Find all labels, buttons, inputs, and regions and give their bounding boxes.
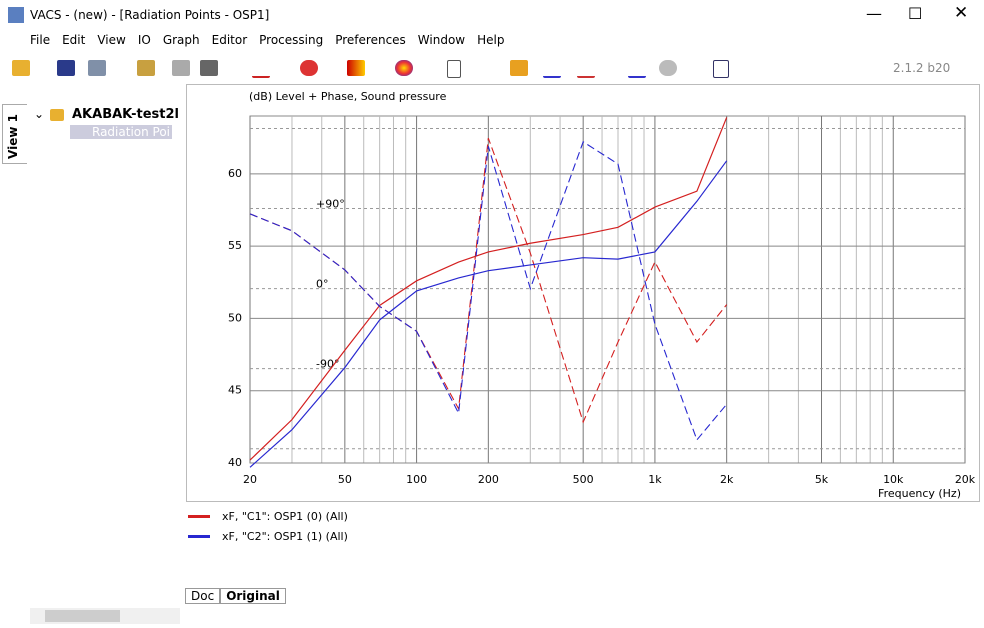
y-tick-label: 45 bbox=[228, 384, 242, 397]
y-tick-label: 40 bbox=[228, 456, 242, 469]
maximize[interactable]: ☐ bbox=[908, 4, 923, 23]
tab[interactable]: Doc bbox=[185, 588, 221, 604]
print-button[interactable] bbox=[88, 60, 106, 76]
expander[interactable]: ⌄ bbox=[34, 107, 45, 121]
map-button[interactable] bbox=[347, 60, 365, 76]
close[interactable]: ✕ bbox=[954, 3, 969, 23]
graph-button[interactable] bbox=[252, 60, 270, 78]
legend-label: xF, "C2": OSP1 (1) (All) bbox=[222, 529, 348, 543]
toolbar: 2.1.2 b20 bbox=[0, 54, 984, 82]
x-tick-label: 20k bbox=[955, 473, 976, 486]
minimize[interactable]: — bbox=[866, 4, 882, 23]
save-button[interactable] bbox=[57, 60, 75, 76]
tool-button[interactable] bbox=[172, 60, 190, 76]
legend-label: xF, "C1": OSP1 (0) (All) bbox=[222, 509, 348, 523]
tool-button[interactable] bbox=[510, 60, 528, 76]
y2-tick-label: -90° bbox=[316, 358, 339, 371]
scrollbar[interactable] bbox=[30, 608, 180, 624]
y-tick-label: 60 bbox=[228, 167, 242, 180]
menu-item[interactable]: File bbox=[30, 33, 51, 47]
x-tick-label: 200 bbox=[478, 473, 499, 486]
polar-button[interactable] bbox=[300, 60, 318, 76]
app-icon bbox=[8, 7, 24, 23]
y2-tick-label: 0° bbox=[316, 278, 329, 291]
chart-panel: (dB) Level + Phase, Sound pressure 20 50 10… bbox=[186, 84, 980, 502]
y-tick-label: 55 bbox=[228, 239, 242, 252]
legend-swatch bbox=[188, 514, 210, 518]
menu-bar: File Edit View IO Graph Editor Processing Prefe… bbox=[30, 33, 516, 47]
tool-button[interactable] bbox=[577, 60, 595, 78]
version: 2.1.2 b20 bbox=[893, 61, 951, 75]
balloon-button[interactable] bbox=[395, 60, 413, 76]
phase-line bbox=[249, 140, 728, 441]
x-tick-label: 2k bbox=[720, 473, 734, 486]
title-bar: VACS - (new) - [Radiation Points - OSP1]… bbox=[0, 0, 984, 30]
menu-item[interactable]: View bbox=[97, 33, 126, 47]
open-button[interactable] bbox=[12, 60, 30, 76]
folder-icon bbox=[50, 109, 64, 121]
legend-entry: xF, "C1": OSP1 (0) (All) bbox=[188, 506, 348, 526]
grid-button[interactable] bbox=[713, 60, 729, 78]
legend: xF, "C1": OSP1 (0) (All) xF, "C2": OSP1 (… bbox=[188, 506, 348, 546]
menu-item[interactable]: IO bbox=[137, 33, 151, 47]
tool-button[interactable] bbox=[628, 60, 646, 78]
menu-item[interactable]: Processing bbox=[259, 33, 324, 47]
x-tick-label: 10k bbox=[883, 473, 904, 486]
x-tick-label: 1k bbox=[648, 473, 662, 486]
menu-item[interactable]: Preferences bbox=[335, 33, 406, 47]
x-tick-label: 500 bbox=[573, 473, 594, 486]
tree-item[interactable]: Radiation Poi bbox=[70, 125, 173, 139]
chart: (dB) Level + Phase, Sound pressure 20 50 10… bbox=[228, 90, 976, 500]
menu-item[interactable]: Window bbox=[417, 33, 466, 47]
level-line bbox=[249, 160, 728, 468]
x-axis-label: Frequency (Hz) bbox=[878, 487, 961, 500]
tab-bar: Doc Original bbox=[185, 588, 286, 604]
stop-button[interactable] bbox=[659, 60, 677, 76]
tab[interactable]: Original bbox=[220, 588, 286, 604]
view-tab[interactable]: View 1 bbox=[2, 104, 27, 164]
view-tab-label: View 1 bbox=[6, 114, 20, 159]
menu-item[interactable]: Help bbox=[477, 33, 505, 47]
x-tick-label: 5k bbox=[815, 473, 829, 486]
legend-entry: xF, "C2": OSP1 (1) (All) bbox=[188, 526, 348, 546]
chart-title: (dB) Level + Phase, Sound pressure bbox=[249, 90, 447, 103]
y-tick-label: 50 bbox=[228, 311, 242, 324]
x-tick-label: 20 bbox=[243, 473, 257, 486]
scroll-thumb[interactable] bbox=[45, 610, 120, 622]
window-title: VACS - (new) - [Radiation Points - OSP1] bbox=[30, 8, 270, 22]
menu-item[interactable]: Editor bbox=[211, 33, 248, 47]
level-line bbox=[249, 117, 728, 461]
x-tick-label: 50 bbox=[338, 473, 352, 486]
tool-button[interactable] bbox=[200, 60, 218, 76]
doc-button[interactable] bbox=[447, 60, 461, 78]
menu-item[interactable]: Edit bbox=[62, 33, 86, 47]
plot-frame bbox=[249, 115, 966, 464]
tree: ⌄ AKABAK-test2l Radiation Poi bbox=[30, 105, 180, 145]
tool-button[interactable] bbox=[543, 60, 561, 78]
legend-swatch bbox=[188, 534, 210, 538]
y2-tick-label: +90° bbox=[316, 198, 345, 211]
x-tick-label: 100 bbox=[406, 473, 427, 486]
tool-button[interactable] bbox=[137, 60, 155, 76]
tree-root[interactable]: AKABAK-test2l bbox=[72, 107, 179, 122]
menu-item[interactable]: Graph bbox=[162, 33, 200, 47]
